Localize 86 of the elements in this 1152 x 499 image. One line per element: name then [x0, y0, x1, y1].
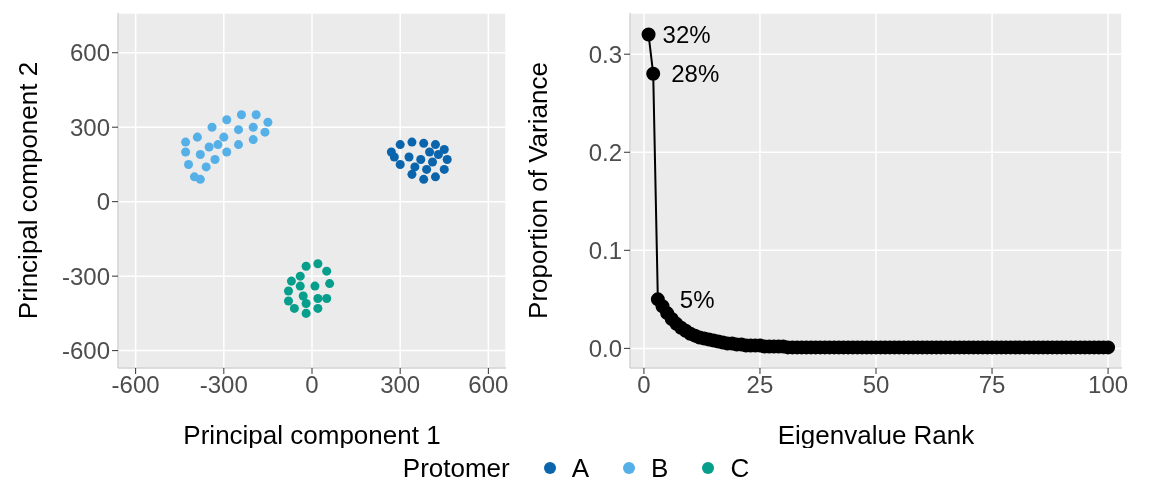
point [313, 259, 323, 269]
x-tick-label: 25 [746, 371, 774, 399]
x-tick-label: 75 [978, 371, 1006, 399]
point [207, 122, 217, 132]
legend-title: Protomer [402, 452, 510, 484]
x-tick-label: 300 [380, 371, 421, 399]
point [310, 281, 320, 291]
point [219, 132, 229, 142]
point [433, 150, 443, 160]
point [430, 172, 440, 182]
x-tick-label: 600 [468, 371, 509, 399]
point [442, 154, 452, 164]
point [236, 110, 246, 120]
point [248, 122, 258, 132]
point [192, 132, 202, 142]
point [222, 147, 232, 157]
x-tick-label: 50 [862, 371, 890, 399]
y-tick-label: 600 [69, 39, 110, 67]
point [322, 266, 332, 276]
point [419, 138, 429, 148]
point [295, 281, 305, 291]
point [204, 142, 214, 152]
legend-label: C [730, 452, 750, 484]
point [410, 162, 420, 172]
point [313, 293, 323, 303]
annotation: 32% [662, 21, 711, 49]
y-tick-label: 0 [96, 188, 110, 216]
point [283, 296, 293, 306]
point [301, 298, 311, 308]
y-tick-label: -300 [61, 262, 110, 290]
point [201, 162, 211, 172]
point [422, 164, 432, 174]
point [260, 127, 270, 137]
point [195, 174, 205, 184]
point [251, 110, 261, 120]
legend-label: B [651, 452, 669, 484]
point [222, 115, 232, 125]
point [439, 145, 449, 155]
x-tick-label: -600 [111, 371, 160, 399]
legend-label: A [571, 452, 590, 484]
point [181, 147, 191, 157]
point [419, 174, 429, 184]
point [298, 291, 308, 301]
point [425, 147, 435, 157]
point [283, 286, 293, 296]
point [439, 164, 449, 174]
annotation: 28% [671, 60, 720, 88]
y-tick-label: 0.0 [588, 334, 622, 362]
point [428, 157, 438, 167]
x-tick-label: 100 [1088, 371, 1129, 399]
point [407, 169, 417, 179]
y-axis-title: Proportion of Variance [523, 62, 554, 319]
point [325, 279, 335, 289]
point [248, 135, 258, 145]
point [389, 152, 399, 162]
point [184, 159, 194, 169]
x-tick-label: 0 [305, 371, 319, 399]
y-tick-label: 0.2 [588, 138, 622, 166]
y-tick-label: -600 [61, 337, 110, 365]
point [289, 303, 299, 313]
point [430, 140, 440, 150]
point [210, 154, 220, 164]
point [301, 308, 311, 318]
point [263, 117, 273, 127]
annotation: 5% [679, 285, 715, 313]
y-tick-label: 0.1 [588, 236, 622, 264]
point [286, 276, 296, 286]
point [181, 137, 191, 147]
point [395, 159, 405, 169]
point [295, 271, 305, 281]
x-tick-label: 0 [637, 371, 651, 399]
y-tick-label: 300 [69, 113, 110, 141]
y-axis-title: Principal component 2 [13, 61, 44, 320]
point [234, 140, 244, 150]
point [195, 150, 205, 160]
point [404, 152, 414, 162]
point [395, 140, 405, 150]
point [213, 140, 223, 150]
point [416, 154, 426, 164]
x-tick-label: -300 [199, 371, 248, 399]
point [234, 125, 244, 135]
point [301, 261, 311, 271]
point [322, 293, 332, 303]
point [313, 303, 323, 313]
point [407, 137, 417, 147]
y-tick-label: 0.3 [588, 40, 622, 68]
